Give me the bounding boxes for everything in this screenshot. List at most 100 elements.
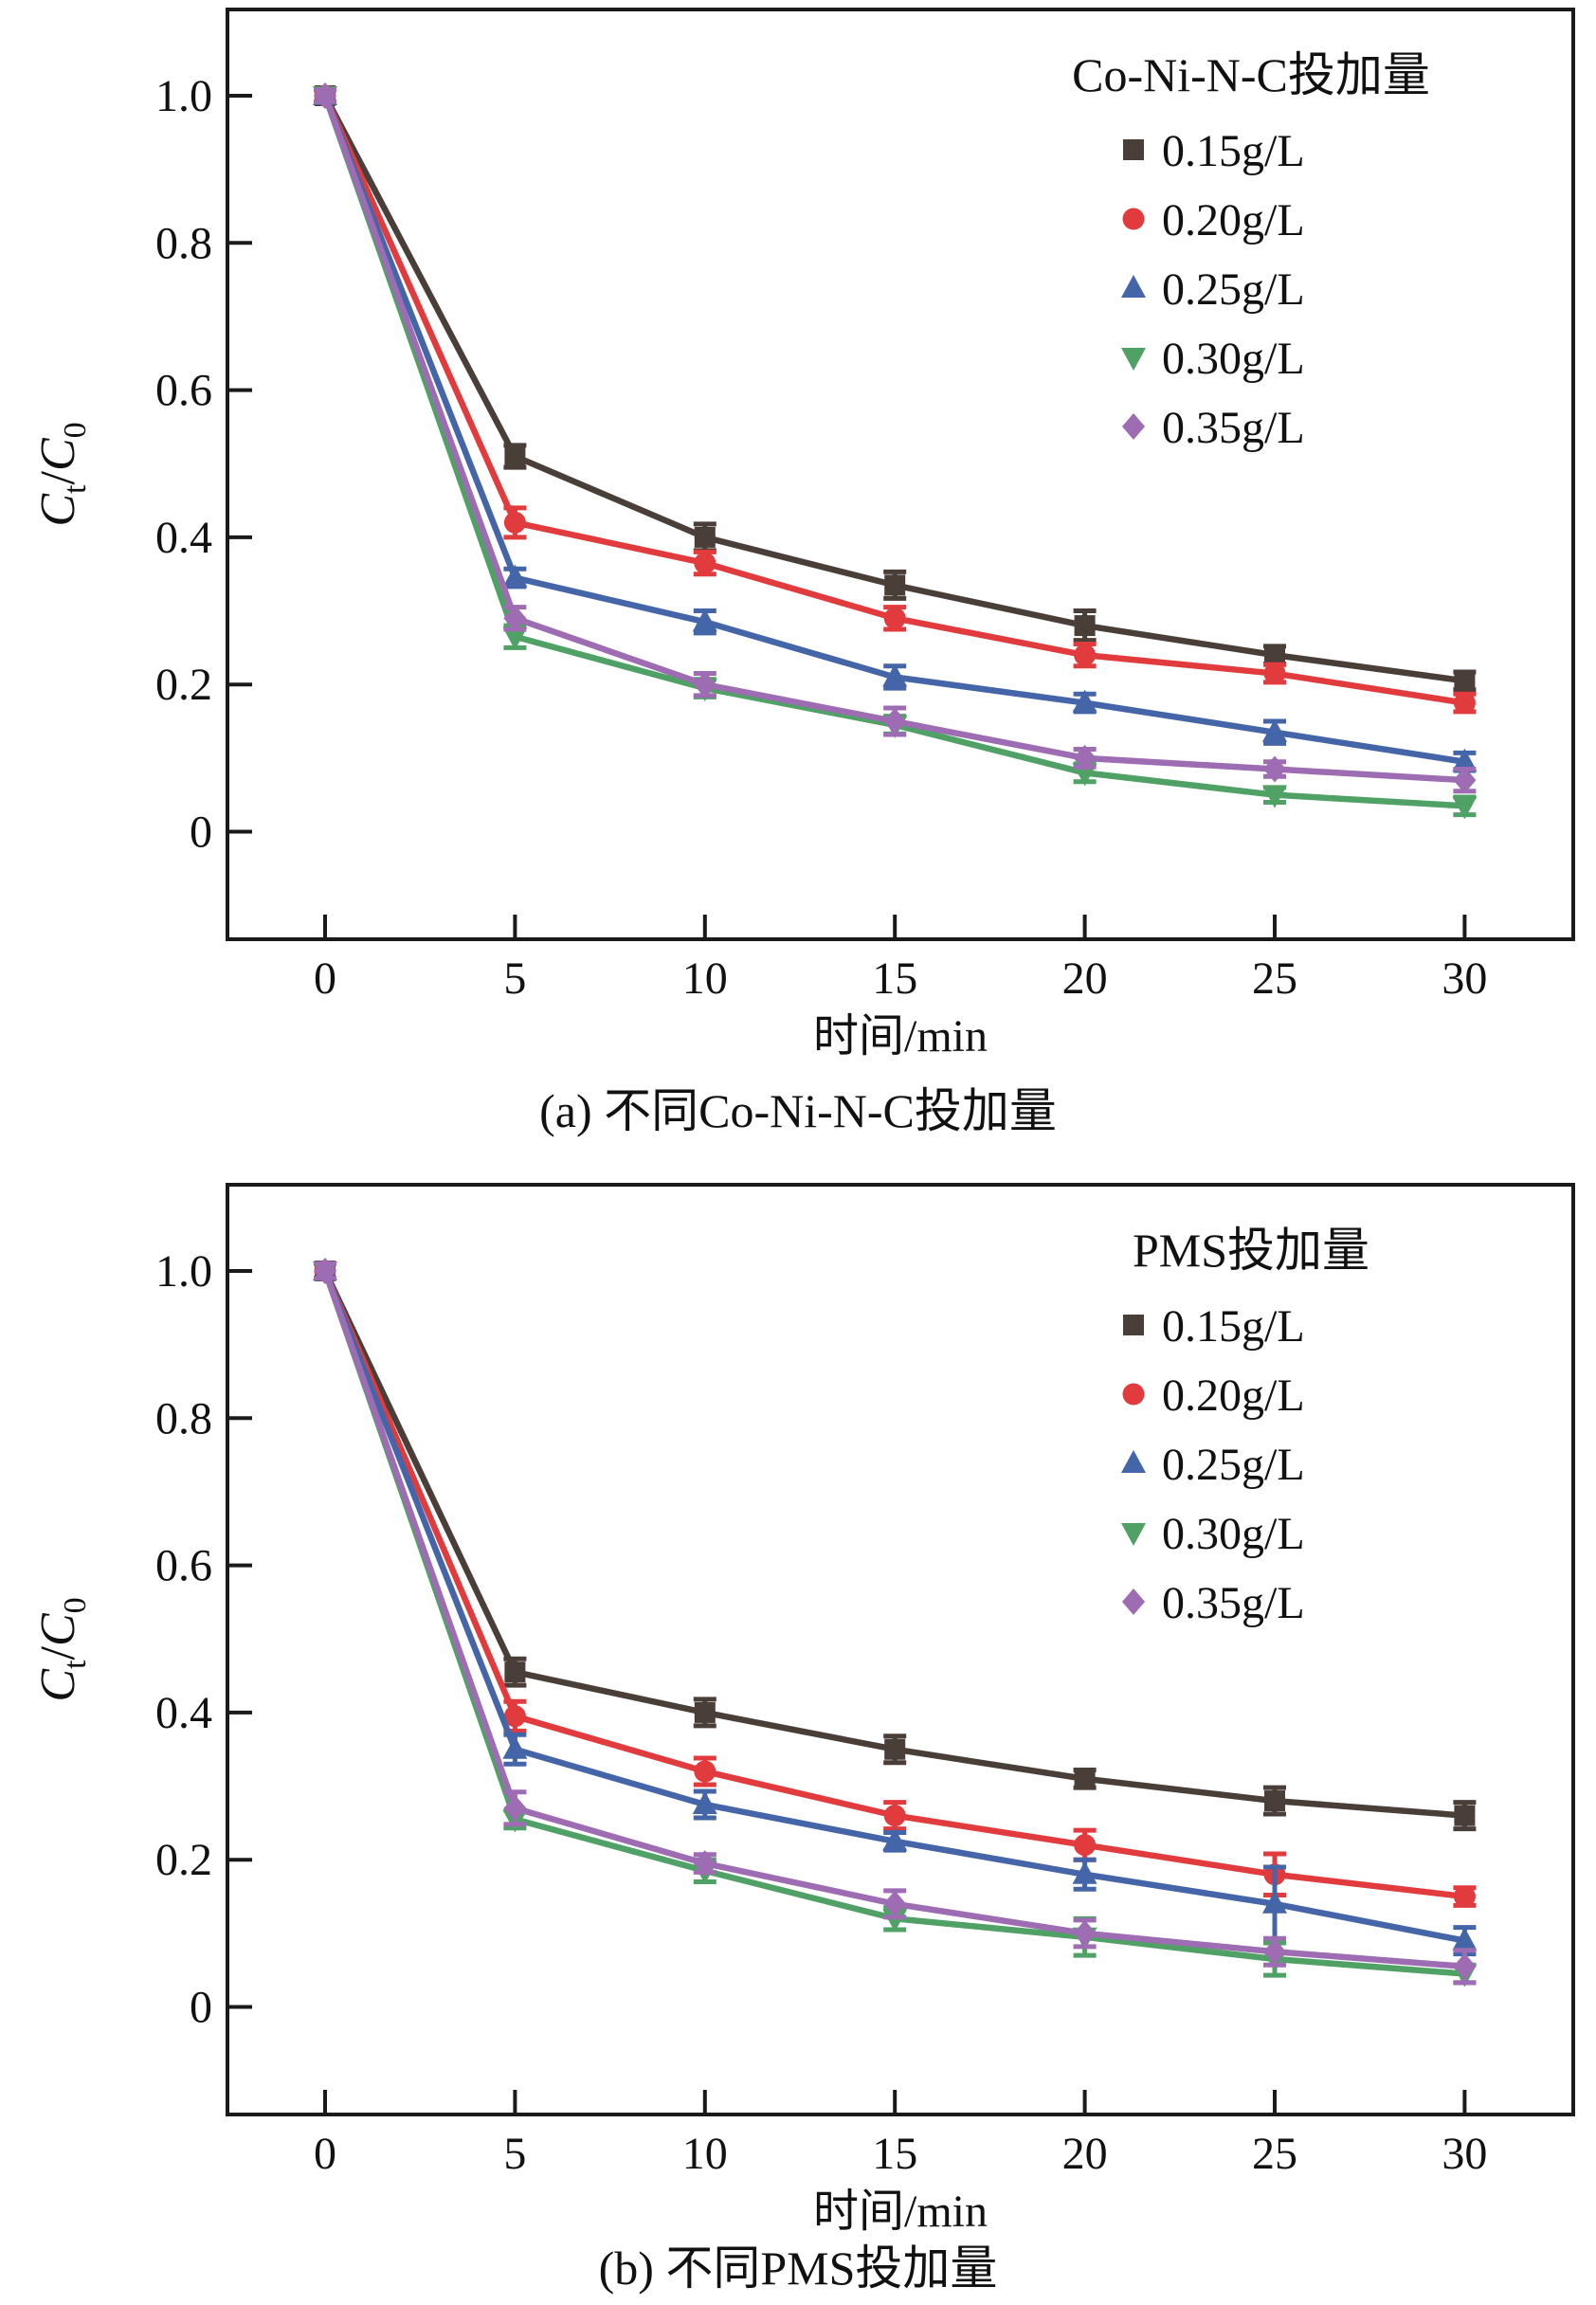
triangle-up-data-marker-icon bbox=[1072, 689, 1097, 713]
diamond-data-marker-icon bbox=[1263, 755, 1286, 783]
diamond-data-marker-icon bbox=[883, 708, 907, 735]
panel-b: 0 5 10 15 20 25 30 1.0 0.8 0.6 0.4 0.2 0 时间/min Ct​/C0… bbox=[0, 1175, 1596, 2305]
x-tick-label: 20 bbox=[1062, 953, 1108, 1004]
square-data-marker-icon bbox=[504, 1661, 526, 1683]
square-data-marker-icon bbox=[1454, 1805, 1476, 1826]
circle-data-marker-icon bbox=[503, 511, 526, 534]
circle-data-marker-icon bbox=[883, 1805, 906, 1827]
legend-item-label: 0.20g/L bbox=[1162, 1370, 1305, 1421]
diamond-legend-marker-icon bbox=[1122, 1588, 1145, 1615]
y-tick-label: 0.8 bbox=[155, 1393, 212, 1443]
diamond-data-marker-icon bbox=[314, 82, 336, 109]
y-tick-label: 0.2 bbox=[155, 1835, 212, 1885]
triangle-up-data-marker-icon bbox=[692, 1790, 717, 1814]
x-tick-label: 20 bbox=[1062, 2129, 1108, 2179]
square-data-marker-icon bbox=[1454, 670, 1476, 692]
legend-item-label: 0.20g/L bbox=[1162, 195, 1305, 245]
legend-item-0.25g/L: 0.25g/L bbox=[1121, 1440, 1305, 1490]
legend-item-0.30g/L: 0.30g/L bbox=[1121, 334, 1305, 384]
square-data-marker-icon bbox=[1264, 1790, 1285, 1812]
y-axis-title-text: Ct​/C0​ bbox=[31, 422, 93, 526]
y-tick-label: 1.0 bbox=[155, 1246, 212, 1297]
legend-item-label: 0.15g/L bbox=[1162, 126, 1305, 176]
panel-a: 0 5 10 15 20 25 30 1.0 0.8 0.6 0.4 0.2 0 时间/min Ct​/C0… bbox=[31, 8, 1575, 1137]
square-data-marker-icon bbox=[1074, 1768, 1096, 1789]
x-tick-label: 30 bbox=[1442, 953, 1487, 1004]
triangle-up-legend-marker-icon bbox=[1121, 275, 1146, 298]
y-axis-title-text: Ct​/C0​ bbox=[31, 1597, 93, 1701]
legend-item-label: 0.30g/L bbox=[1162, 334, 1305, 384]
circle-data-marker-icon bbox=[1263, 662, 1286, 685]
legend-item-0.30g/L: 0.30g/L bbox=[1121, 1509, 1305, 1559]
x-tick-label: 30 bbox=[1442, 2129, 1487, 2179]
circle-data-marker-icon bbox=[503, 1705, 526, 1728]
x-tick-label: 15 bbox=[872, 2129, 917, 2179]
x-axis: 0 5 10 15 20 25 30 bbox=[314, 915, 1487, 1004]
diamond-legend-marker-icon bbox=[1122, 413, 1145, 440]
series-0.35g/L bbox=[314, 1258, 1477, 1986]
legend-item-0.15g/L: 0.15g/L bbox=[1123, 126, 1305, 176]
series-0.15g/L bbox=[314, 1261, 1477, 1832]
triangle-up-data-marker-icon bbox=[1452, 748, 1478, 771]
legend-item-0.20g/L: 0.20g/L bbox=[1122, 1370, 1305, 1421]
circle-data-marker-icon bbox=[1453, 1885, 1476, 1908]
y-axis-title: Ct​/C0​ bbox=[31, 422, 93, 526]
triangle-up-data-marker-icon bbox=[1262, 1890, 1287, 1914]
diamond-data-marker-icon bbox=[1453, 1952, 1477, 1980]
diamond-data-marker-icon bbox=[883, 1890, 907, 1917]
plot-frame bbox=[226, 1183, 1575, 2116]
triangle-down-data-marker-icon bbox=[502, 626, 528, 650]
x-tick-label: 10 bbox=[682, 2129, 728, 2179]
triangle-up-legend-marker-icon bbox=[1121, 1450, 1146, 1473]
square-legend-marker-icon bbox=[1123, 1315, 1144, 1335]
chart-a: 0 5 10 15 20 25 30 1.0 0.8 0.6 0.4 0.2 0 时间/min Ct​/C0… bbox=[31, 8, 1575, 1062]
square-data-marker-icon bbox=[1074, 615, 1096, 637]
x-tick-label: 25 bbox=[1252, 2129, 1297, 2179]
x-tick-label: 15 bbox=[872, 953, 917, 1004]
legend-item-label: 0.30g/L bbox=[1162, 1509, 1305, 1559]
triangle-down-data-marker-icon bbox=[1452, 796, 1478, 820]
triangle-up-data-marker-icon bbox=[1452, 1927, 1478, 1951]
x-axis: 0 5 10 15 20 25 30 bbox=[314, 2090, 1487, 2179]
square-data-marker-icon bbox=[694, 526, 716, 548]
diamond-data-marker-icon bbox=[693, 1850, 716, 1878]
legend-item-0.15g/L: 0.15g/L bbox=[1123, 1301, 1305, 1352]
triangle-up-data-marker-icon bbox=[882, 1827, 908, 1851]
x-tick-label: 5 bbox=[503, 953, 526, 1004]
legend-item-0.35g/L: 0.35g/L bbox=[1122, 403, 1305, 453]
y-axis: 1.0 0.8 0.6 0.4 0.2 0 bbox=[155, 1246, 252, 2033]
diamond-data-marker-icon bbox=[1453, 767, 1477, 794]
x-axis-title: 时间/min bbox=[813, 2187, 988, 2237]
y-tick-label: 0.4 bbox=[155, 1688, 212, 1738]
circle-legend-marker-icon bbox=[1122, 1383, 1145, 1406]
diamond-data-marker-icon bbox=[1073, 744, 1097, 771]
diamond-data-marker-icon bbox=[314, 1258, 336, 1284]
diamond-data-marker-icon bbox=[693, 671, 716, 699]
chart-b: 0 5 10 15 20 25 30 1.0 0.8 0.6 0.4 0.2 0 时间/min Ct​/C0… bbox=[31, 1183, 1575, 2237]
triangle-up-data-marker-icon bbox=[1072, 1860, 1097, 1884]
legend-item-0.20g/L: 0.20g/L bbox=[1122, 195, 1305, 245]
x-tick-label: 0 bbox=[314, 953, 336, 1004]
legend-item-0.25g/L: 0.25g/L bbox=[1121, 264, 1305, 315]
triangle-up-data-marker-icon bbox=[502, 1735, 528, 1759]
square-data-marker-icon bbox=[1264, 644, 1285, 666]
y-tick-label: 0.6 bbox=[155, 366, 212, 416]
y-tick-label: 1.0 bbox=[155, 71, 212, 121]
y-tick-label: 0.6 bbox=[155, 1541, 212, 1591]
legend-item-label: 0.15g/L bbox=[1162, 1301, 1305, 1352]
x-axis-title: 时间/min bbox=[813, 1011, 988, 1062]
circle-data-marker-icon bbox=[1074, 644, 1097, 666]
y-tick-label: 0.4 bbox=[155, 513, 212, 563]
x-tick-label: 0 bbox=[314, 2129, 336, 2179]
circle-data-marker-icon bbox=[1453, 692, 1476, 715]
diamond-data-marker-icon bbox=[1073, 1919, 1097, 1947]
diamond-data-marker-icon bbox=[503, 605, 527, 632]
square-data-marker-icon bbox=[504, 445, 526, 467]
triangle-up-data-marker-icon bbox=[502, 564, 528, 588]
legend: PMS投加量 0.15g/L 0.20g/L 0.25g/L 0.30g/L 0.35g/… bbox=[1121, 1224, 1369, 1628]
circle-legend-marker-icon bbox=[1122, 208, 1145, 230]
legend-title: Co-Ni-N-C投加量 bbox=[1072, 48, 1430, 101]
diamond-data-marker-icon bbox=[503, 1794, 527, 1822]
legend-item-label: 0.35g/L bbox=[1162, 1578, 1305, 1628]
